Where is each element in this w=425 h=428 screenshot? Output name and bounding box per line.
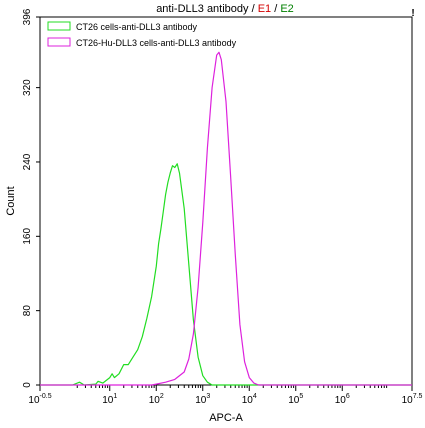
title-part-3: / (271, 3, 280, 15)
y-axis: 0 80 160 240 320 396 (22, 8, 40, 388)
legend-label-hu-dll3: CT26-Hu-DLL3 cells-anti-DLL3 antibody (76, 38, 237, 48)
title-part-2: E1 (258, 3, 271, 15)
series-line-0 (40, 163, 412, 386)
title-part-0: anti-DLL3 antibody (156, 3, 249, 15)
y-axis-label: Count (5, 186, 17, 215)
x-axis-label: APC-A (209, 412, 243, 424)
x-tick-label-4: 104 (242, 393, 257, 406)
legend-label-ct26: CT26 cells-anti-DLL3 antibody (76, 22, 198, 32)
title-part-4: E2 (280, 3, 293, 15)
y-tick-label-396: 396 (22, 8, 33, 25)
plot-frame (39, 16, 413, 386)
x-tick-label-6: 106 (335, 393, 350, 406)
legend-swatch-ct26 (47, 21, 71, 31)
y-tick-label-80: 80 (22, 305, 33, 317)
x-tick-label-0: 10-0.5 (28, 393, 51, 406)
title-part-1: / (249, 3, 258, 15)
x-tick-label-1: 101 (102, 393, 117, 406)
chart-title: anti-DLL3 antibody / E1 / E2 (156, 3, 294, 15)
series-line-1 (40, 51, 412, 386)
y-tick-label-0: 0 (22, 382, 33, 388)
series-layer (40, 51, 412, 386)
legend-swatch-hu-dll3 (47, 37, 71, 47)
y-tick-label-320: 320 (22, 79, 33, 96)
x-tick-label-5: 105 (288, 393, 303, 406)
top-right-marker: ! (411, 8, 414, 19)
x-tick-label-3: 103 (195, 393, 210, 406)
y-tick-label-160: 160 (22, 228, 33, 245)
y-tick-label-240: 240 (22, 153, 33, 170)
legend: CT26 cells-anti-DLL3 antibody CT26-Hu-DL… (47, 21, 237, 48)
x-tick-label-2: 102 (149, 393, 164, 406)
x-tick-label-7: 107.5 (402, 393, 423, 406)
x-axis: 10-0.5 101 102 103 104 105 106 107.5 (28, 385, 423, 406)
